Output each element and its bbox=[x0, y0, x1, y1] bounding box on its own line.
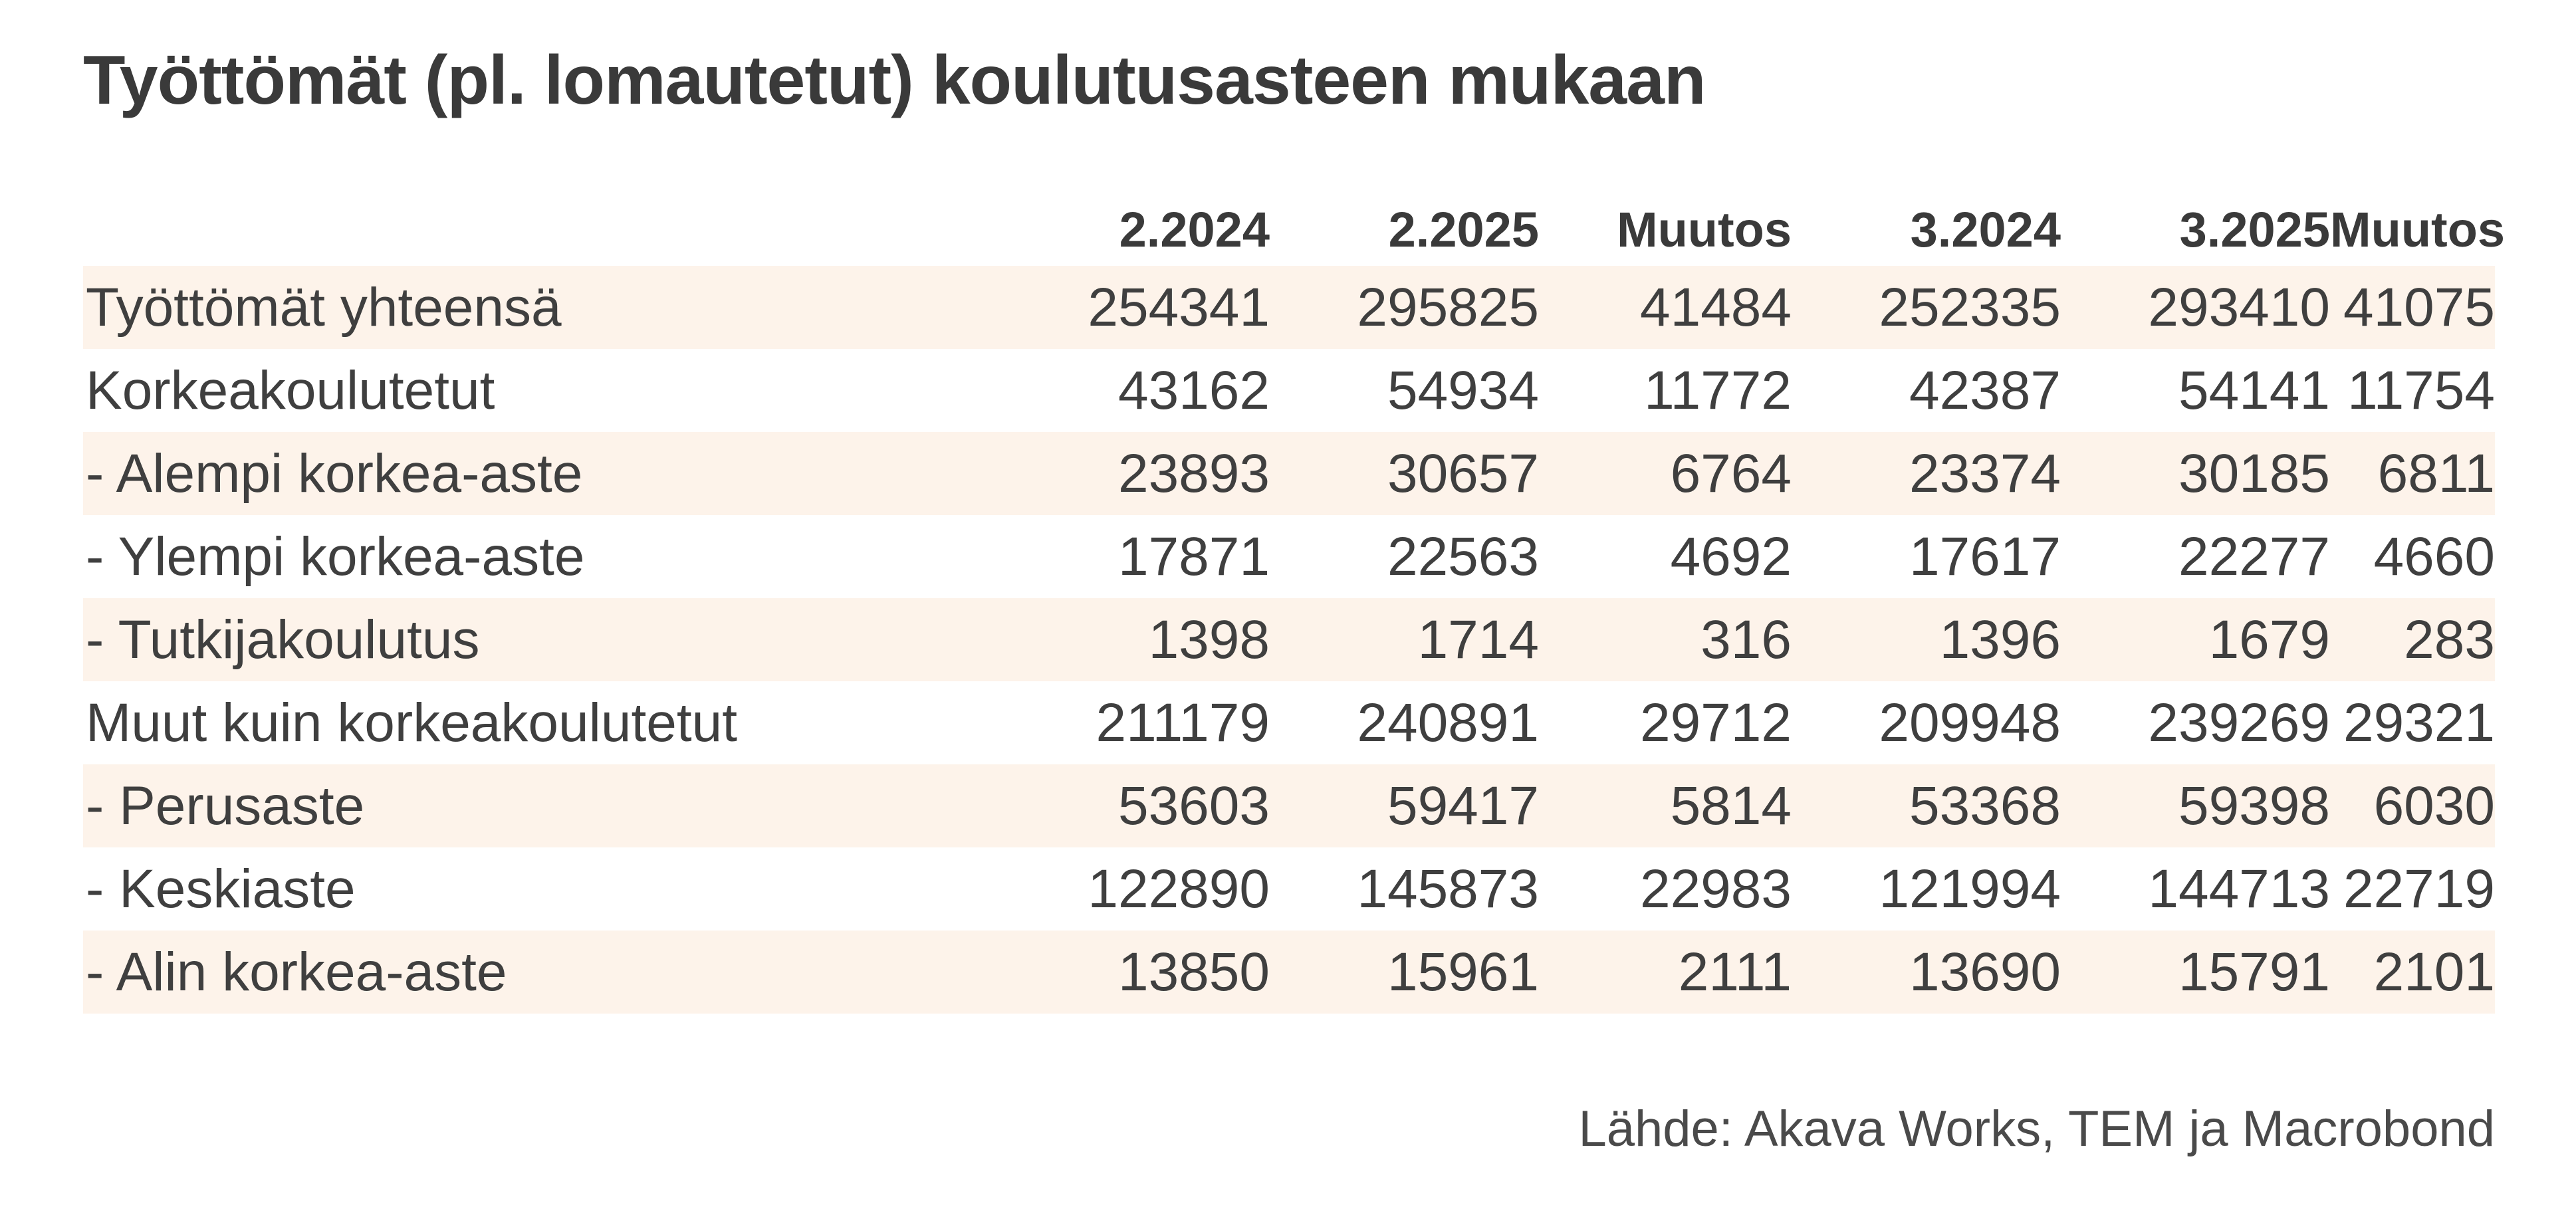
table-cell: 240891 bbox=[1357, 692, 1539, 753]
table-cell: 2101 bbox=[2330, 931, 2495, 1014]
column-header: 3.2025 bbox=[2179, 201, 2330, 257]
table-cell: 59398 bbox=[2061, 764, 2330, 847]
table-cell: 30185 bbox=[2061, 432, 2330, 515]
table-cell: 53603 bbox=[917, 764, 1270, 847]
table-row: - Keskiaste 122890 145873 22983 121994 144713… bbox=[83, 847, 2495, 931]
row-label: - Alempi korkea-aste bbox=[83, 432, 917, 515]
table-cell: 43162 bbox=[1117, 360, 1270, 421]
table-cell: 30657 bbox=[1270, 432, 1539, 515]
table-cell: 42387 bbox=[1909, 360, 2061, 421]
table-cell: 145873 bbox=[1357, 858, 1539, 919]
table-row: - Tutkijakoulutus 1398 1714 316 1396 1679 283 bbox=[83, 598, 2495, 681]
table-cell: 11754 bbox=[2347, 360, 2495, 421]
column-header: 2.2025 bbox=[1388, 201, 1539, 257]
row-label: - Ylempi korkea-aste bbox=[86, 526, 585, 587]
table-cell: 41484 bbox=[1539, 266, 1792, 349]
table-cell: 29712 bbox=[1639, 692, 1792, 753]
column-header: 2.2024 bbox=[1119, 201, 1270, 257]
table-row: - Perusaste 53603 59417 5814 53368 59398 6030 bbox=[83, 764, 2495, 847]
table-cell: 17871 bbox=[1117, 526, 1270, 587]
header-row: 2.2024 2.2025 Muutos 3.2024 3.2025 Muuto… bbox=[83, 193, 2506, 266]
data-table: 2.2024 2.2025 Muutos 3.2024 3.2025 Muuto… bbox=[83, 193, 2506, 1014]
row-label: - Perusaste bbox=[83, 764, 917, 847]
table-cell: 1679 bbox=[2061, 598, 2330, 681]
table-cell: 22719 bbox=[2343, 858, 2495, 919]
row-label: Korkeakoulutetut bbox=[86, 360, 495, 421]
table-cell: 22983 bbox=[1639, 858, 1792, 919]
table-cell: 1396 bbox=[1792, 598, 2061, 681]
table-cell: 122890 bbox=[1088, 858, 1270, 919]
table-row: - Alempi korkea-aste 23893 30657 6764 23374 3… bbox=[83, 432, 2495, 515]
table-cell: 53368 bbox=[1792, 764, 2061, 847]
table-cell: 11772 bbox=[1644, 360, 1792, 421]
table-cell: 209948 bbox=[1879, 692, 2061, 753]
table-cell: 15791 bbox=[2061, 931, 2330, 1014]
table-cell: 41075 bbox=[2330, 266, 2495, 349]
table-cell: 13690 bbox=[1792, 931, 2061, 1014]
table-cell: 144713 bbox=[2148, 858, 2330, 919]
table-cell: 54934 bbox=[1387, 360, 1539, 421]
table-cell: 239269 bbox=[2148, 692, 2330, 753]
table-cell: 121994 bbox=[1879, 858, 2061, 919]
table-cell: 17617 bbox=[1909, 526, 2061, 587]
table-cell: 23893 bbox=[917, 432, 1270, 515]
table-cell: 6030 bbox=[2330, 764, 2495, 847]
table-cell: 316 bbox=[1539, 598, 1792, 681]
table-cell: 2111 bbox=[1539, 931, 1792, 1014]
row-label: - Keskiaste bbox=[86, 858, 356, 919]
column-header: Muutos bbox=[1616, 201, 1792, 257]
source-note: Lähde: Akava Works, TEM ja Macrobond bbox=[1578, 1101, 2495, 1157]
table-cell: 6811 bbox=[2330, 432, 2495, 515]
table-cell: 13850 bbox=[917, 931, 1270, 1014]
table-cell: 59417 bbox=[1270, 764, 1539, 847]
table-cell: 1714 bbox=[1270, 598, 1539, 681]
column-header: 3.2024 bbox=[1910, 201, 2061, 257]
table-cell: 254341 bbox=[917, 266, 1270, 349]
table-cell: 295825 bbox=[1270, 266, 1539, 349]
table-cell: 29321 bbox=[2343, 692, 2495, 753]
column-header-label bbox=[83, 193, 917, 266]
table-body: Työttömät yhteensä 254341 295825 41484 25233… bbox=[83, 266, 2495, 1014]
row-label: - Alin korkea-aste bbox=[83, 931, 917, 1014]
table-cell: 22277 bbox=[2178, 526, 2330, 587]
table-row: - Ylempi korkea-aste 17871 22563 4692 17617 2… bbox=[83, 515, 2495, 598]
chart-title: Työttömät (pl. lomautetut) koulutusastee… bbox=[83, 42, 1706, 119]
table-cell: 211179 bbox=[1096, 692, 1270, 753]
table-cell: 22563 bbox=[1387, 526, 1539, 587]
table-cell: 15961 bbox=[1270, 931, 1539, 1014]
table-cell: 1398 bbox=[917, 598, 1270, 681]
table-cell: 5814 bbox=[1539, 764, 1792, 847]
column-header: Muutos bbox=[2330, 201, 2506, 257]
row-label: Muut kuin korkeakoulutetut bbox=[86, 692, 737, 753]
row-label: - Tutkijakoulutus bbox=[83, 598, 917, 681]
table-row: - Alin korkea-aste 13850 15961 2111 13690 157… bbox=[83, 931, 2495, 1014]
row-label: Työttömät yhteensä bbox=[83, 266, 917, 349]
table-row: Työttömät yhteensä 254341 295825 41484 25233… bbox=[83, 266, 2495, 349]
table-row: Korkeakoulutetut 43162 54934 11772 42387 5414… bbox=[83, 349, 2495, 432]
table-cell: 283 bbox=[2330, 598, 2495, 681]
table-cell: 23374 bbox=[1792, 432, 2061, 515]
table-cell: 6764 bbox=[1539, 432, 1792, 515]
table-cell: 54141 bbox=[2178, 360, 2330, 421]
table-cell: 4660 bbox=[2373, 526, 2495, 587]
table-cell: 252335 bbox=[1792, 266, 2061, 349]
table-cell: 293410 bbox=[2061, 266, 2330, 349]
table-row: Muut kuin korkeakoulutetut 211179 240891 29… bbox=[83, 681, 2495, 764]
table-cell: 4692 bbox=[1670, 526, 1792, 587]
